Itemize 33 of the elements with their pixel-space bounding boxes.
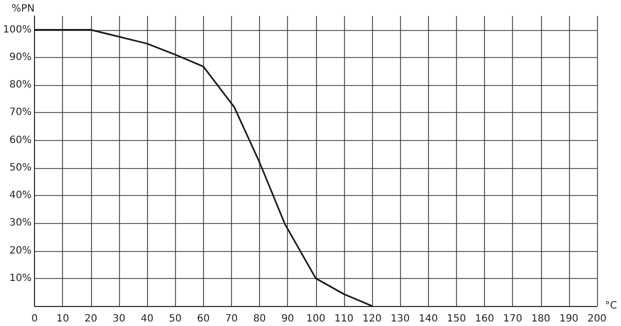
y-tick-label: 20% xyxy=(9,245,32,256)
x-tick-label: 130 xyxy=(390,314,410,324)
y-tick-label: 70% xyxy=(9,107,32,118)
x-tick-label: 150 xyxy=(446,314,466,324)
x-tick-label: 120 xyxy=(362,314,382,324)
x-tick-label: 10 xyxy=(56,314,70,324)
x-tick-label: 60 xyxy=(196,314,210,324)
y-tick-label: 90% xyxy=(9,52,32,63)
x-tick-label: 190 xyxy=(559,314,578,324)
x-tick-label: 140 xyxy=(418,314,438,324)
y-tick-label: 100% xyxy=(2,24,32,36)
y-tick-label: 30% xyxy=(9,218,32,229)
x-tick-label: 170 xyxy=(503,314,522,324)
y-tick-label: 40% xyxy=(9,190,32,202)
x-tick-label: 70 xyxy=(225,314,238,324)
x-tick-label: 30 xyxy=(112,314,126,324)
x-tick-label: 90 xyxy=(281,314,294,324)
x-tick-label: 100 xyxy=(306,314,326,324)
y-tick-label: 10% xyxy=(9,272,32,284)
x-axis-title: °C xyxy=(605,300,617,312)
x-tick-label: 200 xyxy=(587,314,607,324)
x-tick-label: 110 xyxy=(334,314,354,324)
x-tick-label: 0 xyxy=(31,314,38,324)
y-tick-label: 60% xyxy=(9,134,32,146)
x-tick-label: 160 xyxy=(474,314,494,324)
y-tick-label: 80% xyxy=(9,80,32,91)
x-tick-label: 50 xyxy=(168,314,182,324)
y-axis-title: %PN xyxy=(12,4,35,14)
x-tick-label: 180 xyxy=(531,314,550,324)
y-tick-label: 50% xyxy=(9,162,32,174)
x-tick-label: 40 xyxy=(140,314,154,324)
x-tick-label: 20 xyxy=(84,314,98,324)
x-tick-label: 80 xyxy=(253,314,266,324)
